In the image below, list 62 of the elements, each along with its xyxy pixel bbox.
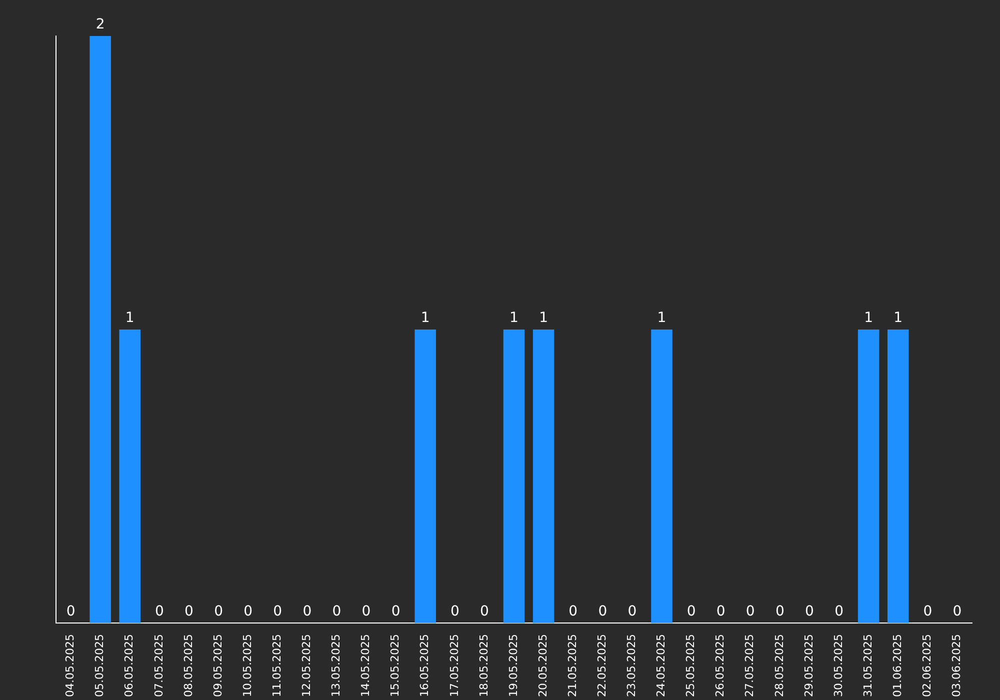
x-tick-label: 21.05.2025	[566, 634, 579, 698]
data-label: 0	[480, 604, 489, 620]
data-label: 0	[244, 604, 253, 620]
x-tick-label: 19.05.2025	[506, 634, 520, 698]
data-label: 0	[746, 604, 755, 620]
data-label: 1	[864, 310, 874, 326]
x-tick-label: 28.05.2025	[772, 634, 786, 698]
data-label: 0	[450, 604, 460, 620]
data-label: 1	[510, 310, 518, 326]
data-label: 0	[716, 604, 726, 620]
data-label: 0	[686, 604, 696, 620]
x-tick-label: 18.05.2025	[477, 634, 490, 698]
x-tick-label: 01.06.2025	[890, 634, 904, 698]
x-tick-label: 17.05.2025	[448, 634, 461, 698]
x-tick-label: 03.06.2025	[950, 634, 964, 698]
x-tick-label: 05.05.2025	[93, 634, 106, 698]
data-label: 0	[214, 604, 223, 620]
x-tick-label: 04.05.2025	[64, 634, 77, 698]
data-label: 0	[184, 604, 194, 620]
x-tick-label: 20.05.2025	[536, 634, 550, 698]
x-tick-label: 08.05.2025	[182, 634, 195, 698]
x-tick-label: 22.05.2025	[596, 634, 609, 698]
data-label: 1	[894, 310, 903, 326]
x-tick-label: 12.05.2025	[300, 634, 314, 698]
x-tick-label: 16.05.2025	[418, 634, 432, 698]
x-tick-label: 02.06.2025	[920, 634, 934, 698]
data-label: 2	[96, 16, 105, 33]
data-label: 1	[657, 310, 666, 326]
x-tick-label: 30.05.2025	[832, 634, 845, 698]
data-label: 0	[66, 604, 76, 620]
data-label: 0	[273, 604, 282, 620]
x-tick-label: 26.05.2025	[714, 634, 727, 698]
data-label: 0	[923, 604, 932, 620]
x-tick-label: 10.05.2025	[240, 634, 254, 698]
x-tick-label: 06.05.2025	[122, 634, 136, 698]
x-tick-label: 24.05.2025	[654, 634, 668, 698]
x-tick-label: 09.05.2025	[211, 634, 224, 698]
data-label: 0	[391, 604, 400, 620]
data-label: 0	[775, 604, 784, 620]
data-label: 0	[805, 604, 814, 620]
data-label: 1	[420, 310, 430, 326]
x-tick-label: 14.05.2025	[359, 634, 372, 698]
data-label: 0	[332, 604, 342, 620]
data-label: 1	[539, 310, 548, 326]
x-tick-label: 13.05.2025	[330, 634, 343, 698]
data-label: 0	[362, 604, 371, 620]
data-label: 0	[568, 604, 578, 620]
data-label: 0	[952, 604, 962, 620]
x-tick-label: 31.05.2025	[861, 634, 874, 698]
x-tick-label: 07.05.2025	[152, 634, 166, 698]
data-label: 1	[125, 310, 134, 326]
data-label: 0	[154, 604, 164, 620]
x-tick-label: 27.05.2025	[743, 634, 756, 698]
data-label: 0	[834, 604, 844, 620]
x-tick-label: 15.05.2025	[388, 634, 402, 698]
x-tick-label: 29.05.2025	[802, 634, 816, 698]
data-label: 0	[628, 604, 637, 620]
data-label: 0	[598, 604, 608, 620]
data-label: 0	[302, 604, 312, 620]
x-tick-label: 23.05.2025	[625, 634, 638, 698]
x-tick-label: 25.05.2025	[684, 634, 698, 698]
x-tick-label: 11.05.2025	[270, 634, 284, 698]
